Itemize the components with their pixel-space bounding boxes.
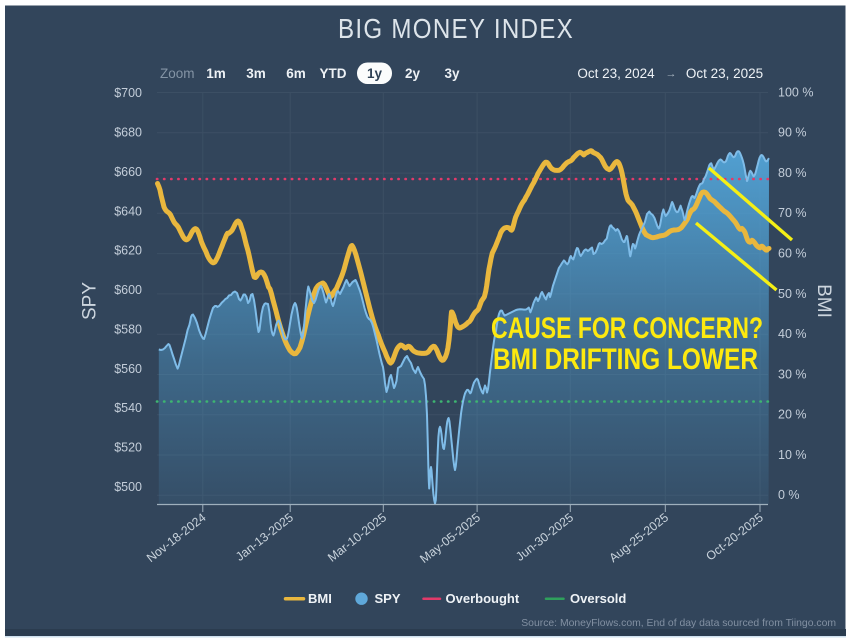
svg-text:0 %: 0 % [778, 488, 800, 502]
svg-text:100 %: 100 % [778, 85, 813, 99]
svg-text:YTD: YTD [320, 66, 347, 81]
svg-text:3m: 3m [246, 66, 266, 81]
svg-text:90 %: 90 % [778, 126, 807, 140]
svg-text:1y: 1y [367, 66, 383, 81]
svg-text:$580: $580 [114, 323, 142, 337]
svg-text:BMI DRIFTING LOWER: BMI DRIFTING LOWER [493, 343, 758, 376]
svg-text:40 %: 40 % [778, 327, 807, 341]
svg-text:SPY: SPY [375, 591, 401, 606]
svg-text:80 %: 80 % [778, 166, 807, 180]
svg-text:$700: $700 [114, 86, 142, 100]
svg-text:BMI: BMI [308, 591, 332, 606]
svg-text:$500: $500 [114, 480, 142, 494]
svg-text:Source: MoneyFlows.com, End of: Source: MoneyFlows.com, End of day data … [521, 618, 836, 629]
svg-text:30 %: 30 % [778, 367, 807, 381]
svg-text:→: → [666, 68, 677, 80]
svg-text:60 %: 60 % [778, 247, 807, 261]
svg-text:$560: $560 [114, 362, 142, 376]
svg-text:50 %: 50 % [778, 287, 807, 301]
svg-text:Oct 23, 2024: Oct 23, 2024 [577, 66, 655, 81]
svg-text:BIG MONEY INDEX: BIG MONEY INDEX [338, 13, 574, 44]
svg-text:$540: $540 [114, 401, 142, 415]
svg-text:$660: $660 [114, 165, 142, 179]
svg-text:$640: $640 [114, 204, 142, 218]
svg-text:Oct 23, 2025: Oct 23, 2025 [686, 66, 763, 81]
svg-text:20 %: 20 % [778, 408, 807, 422]
svg-text:Overbought: Overbought [446, 591, 520, 606]
svg-text:1m: 1m [206, 66, 226, 81]
svg-text:CAUSE FOR CONCERN?: CAUSE FOR CONCERN? [491, 312, 763, 345]
svg-text:BMI: BMI [813, 284, 834, 318]
svg-text:$620: $620 [114, 244, 142, 258]
svg-text:10 %: 10 % [778, 448, 807, 462]
svg-text:70 %: 70 % [778, 206, 807, 220]
svg-text:$600: $600 [114, 283, 142, 297]
svg-text:Oversold: Oversold [570, 591, 626, 606]
svg-text:3y: 3y [444, 66, 460, 81]
svg-text:SPY: SPY [80, 282, 101, 320]
svg-text:6m: 6m [286, 66, 306, 81]
svg-text:$520: $520 [114, 441, 142, 455]
svg-text:Zoom: Zoom [160, 66, 195, 81]
svg-text:$680: $680 [114, 126, 142, 140]
svg-text:2y: 2y [405, 66, 421, 81]
